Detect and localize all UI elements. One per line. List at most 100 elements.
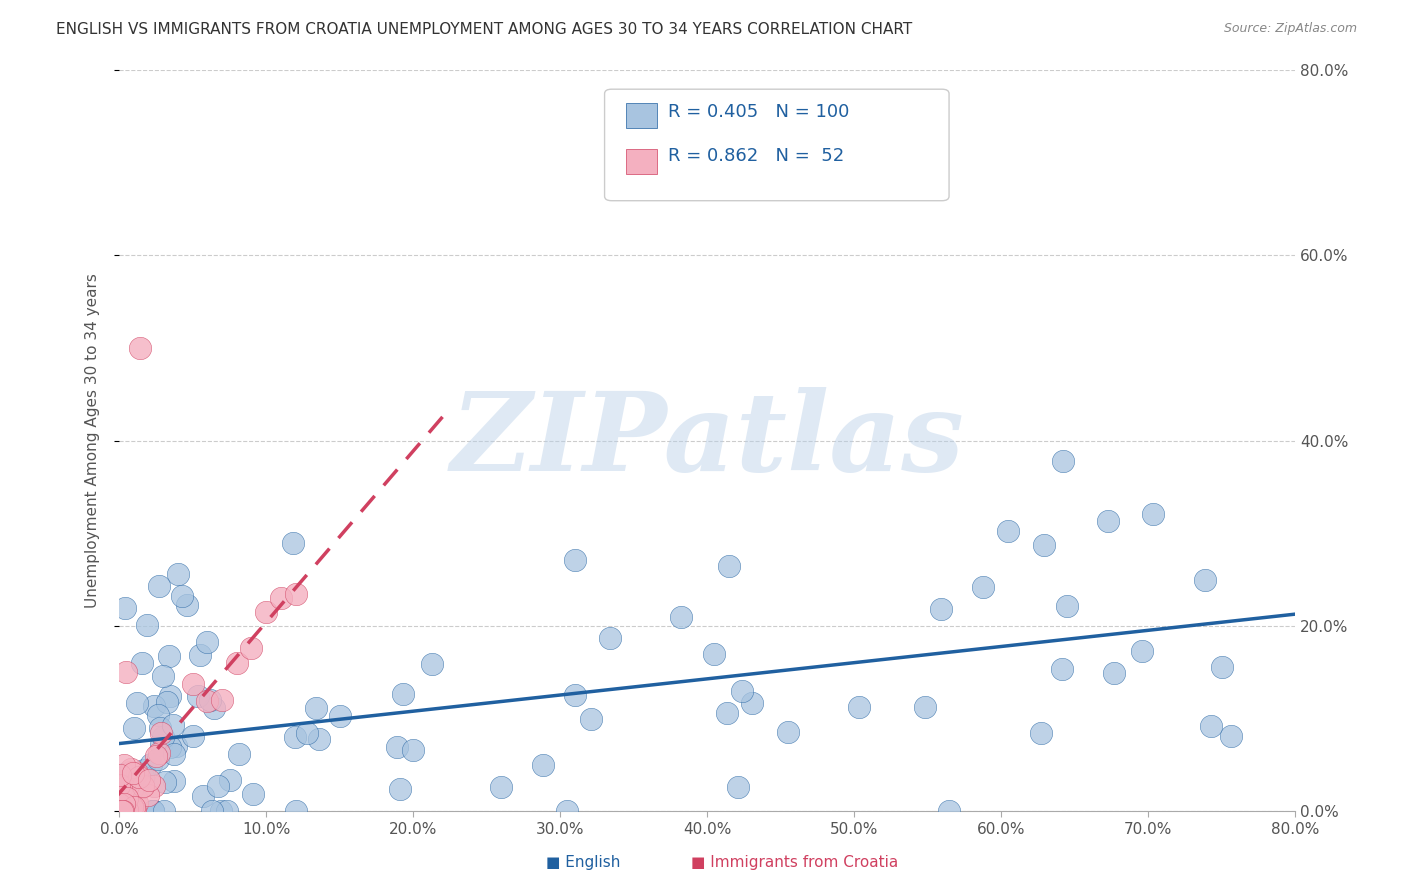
Point <box>716 706 738 721</box>
Point <box>108 793 131 807</box>
Point <box>1199 719 1222 733</box>
Point <box>125 766 148 780</box>
Point <box>112 780 135 795</box>
Point <box>132 771 155 785</box>
Point <box>1033 538 1056 552</box>
Point <box>215 805 238 819</box>
Point <box>142 805 165 819</box>
Point <box>165 739 187 753</box>
Point <box>176 598 198 612</box>
Point <box>254 605 277 619</box>
Point <box>120 765 142 780</box>
Point <box>117 803 139 817</box>
Point <box>112 805 135 819</box>
Point <box>1194 574 1216 588</box>
Point <box>149 721 172 735</box>
Point <box>125 796 148 810</box>
Point <box>202 700 225 714</box>
Point <box>135 618 157 632</box>
Point <box>420 657 443 671</box>
Point <box>1029 726 1052 740</box>
Point <box>112 758 135 772</box>
Point <box>112 798 135 813</box>
Point <box>1052 662 1074 676</box>
Point <box>122 765 145 780</box>
Point <box>121 781 143 796</box>
Point <box>111 779 134 793</box>
Point <box>731 684 754 698</box>
Point <box>387 739 409 754</box>
Point <box>219 772 242 787</box>
Point <box>108 797 131 812</box>
Point <box>388 782 411 797</box>
Text: ENGLISH VS IMMIGRANTS FROM CROATIA UNEMPLOYMENT AMONG AGES 30 TO 34 YEARS CORREL: ENGLISH VS IMMIGRANTS FROM CROATIA UNEMP… <box>56 22 912 37</box>
Point <box>727 780 749 794</box>
Point <box>150 726 173 740</box>
Point <box>284 805 307 819</box>
Y-axis label: Unemployment Among Ages 30 to 34 years: Unemployment Among Ages 30 to 34 years <box>86 273 100 608</box>
Point <box>228 747 250 761</box>
Point <box>152 669 174 683</box>
Point <box>148 579 170 593</box>
Point <box>284 587 307 601</box>
Point <box>108 805 131 819</box>
Point <box>1142 507 1164 521</box>
Point <box>402 743 425 757</box>
Point <box>108 805 131 819</box>
Point <box>114 805 136 819</box>
Point <box>142 805 165 819</box>
Point <box>162 718 184 732</box>
Point <box>115 790 138 805</box>
Text: ZIPatlas: ZIPatlas <box>450 387 965 494</box>
Point <box>170 589 193 603</box>
Point <box>938 805 960 819</box>
Point <box>703 647 725 661</box>
Point <box>111 805 134 819</box>
Point <box>138 773 160 788</box>
Point <box>111 787 134 801</box>
Point <box>108 778 131 792</box>
Point <box>972 581 994 595</box>
Point <box>295 726 318 740</box>
Point <box>181 729 204 743</box>
Point <box>166 566 188 581</box>
Point <box>914 700 936 714</box>
Point <box>122 800 145 814</box>
Point <box>132 779 155 793</box>
Point <box>150 738 173 752</box>
Point <box>114 601 136 615</box>
Text: Source: ZipAtlas.com: Source: ZipAtlas.com <box>1223 22 1357 36</box>
Point <box>209 805 232 819</box>
Point <box>155 775 177 789</box>
Point <box>207 779 229 793</box>
Point <box>181 677 204 691</box>
Point <box>157 648 180 663</box>
Point <box>115 805 138 819</box>
Point <box>108 772 131 786</box>
Point <box>111 797 134 812</box>
Point <box>138 788 160 802</box>
Point <box>139 756 162 771</box>
Point <box>122 805 145 819</box>
Point <box>159 689 181 703</box>
Point <box>187 689 209 703</box>
Point <box>125 805 148 819</box>
Point <box>284 731 307 745</box>
Point <box>188 648 211 662</box>
Point <box>225 656 247 670</box>
Point <box>848 699 870 714</box>
Point <box>148 746 170 760</box>
Point <box>778 724 800 739</box>
Point <box>125 696 148 710</box>
Text: R = 0.862   N =  52: R = 0.862 N = 52 <box>668 147 844 165</box>
Point <box>128 771 150 785</box>
Point <box>195 694 218 708</box>
Point <box>1056 599 1078 613</box>
Text: ■ English: ■ English <box>547 855 620 870</box>
Point <box>124 805 146 819</box>
Point <box>555 805 578 819</box>
Point <box>1104 665 1126 680</box>
Point <box>122 721 145 735</box>
Point <box>131 657 153 671</box>
Point <box>741 697 763 711</box>
